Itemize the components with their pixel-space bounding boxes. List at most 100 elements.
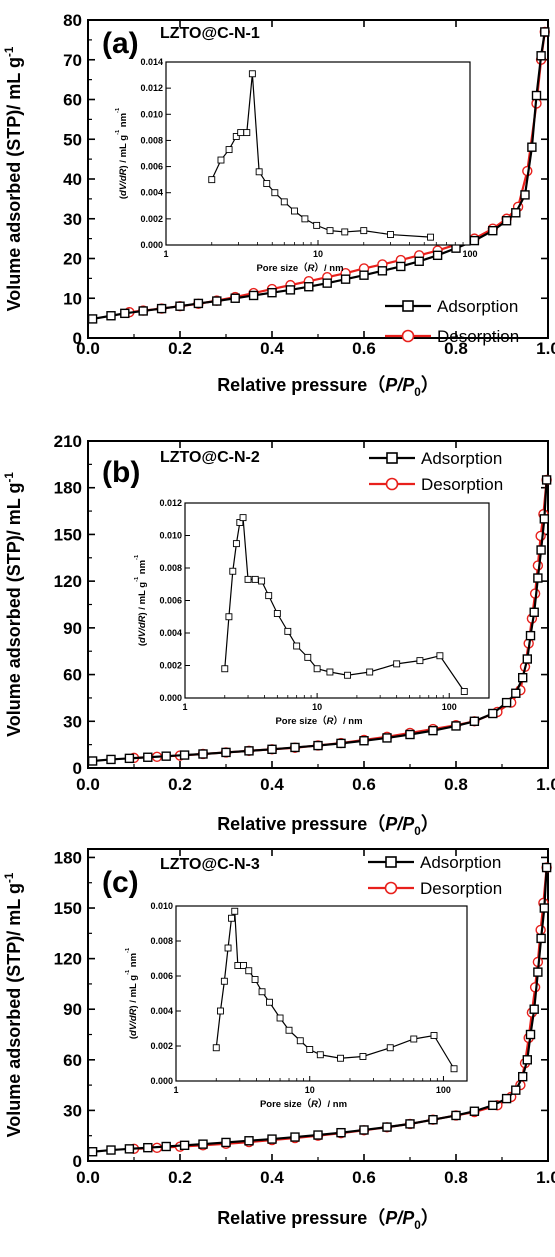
data-point-adsorption	[536, 51, 546, 61]
inset-x-tick-label: 1	[173, 1085, 178, 1095]
x-tick-label: 1.0	[536, 775, 555, 794]
inset-data-point	[224, 944, 232, 952]
legend-label: Adsorption	[437, 297, 518, 316]
x-tick-label: 0.8	[444, 339, 468, 358]
y-tick-label: 150	[54, 525, 82, 544]
data-point-adsorption	[529, 1004, 539, 1014]
data-point-adsorption	[529, 607, 539, 617]
y-tick-label: 210	[54, 432, 82, 451]
data-point-adsorption	[382, 733, 392, 743]
data-point-adsorption	[313, 1130, 323, 1140]
data-point-adsorption	[488, 1100, 498, 1111]
inset-y-tick-label: 0.010	[159, 531, 182, 541]
panel-letter: (a)	[102, 27, 139, 60]
inset-data-point	[229, 567, 237, 575]
data-point-adsorption	[432, 250, 443, 261]
inset-data-point	[231, 907, 239, 915]
data-point-adsorption	[143, 752, 153, 762]
data-point-adsorption	[469, 1106, 480, 1116]
x-tick-label: 0.6	[352, 1168, 376, 1187]
data-point-adsorption	[198, 749, 208, 759]
inset-data-point	[237, 129, 245, 137]
data-point-adsorption	[267, 744, 277, 755]
inset-data-point	[258, 988, 266, 996]
inset-data-point	[255, 168, 263, 176]
data-point-adsorption	[106, 1145, 116, 1155]
inset-data-point	[265, 592, 273, 600]
inset-data-point	[296, 1037, 304, 1045]
data-point-adsorption	[488, 225, 498, 236]
y-axis-title: Volume adsorbed (STP)/ mL g-1	[3, 46, 24, 311]
data-point-adsorption	[531, 90, 542, 101]
y-tick-label: 80	[63, 11, 82, 30]
data-point-adsorption	[469, 235, 480, 246]
inset-x-axis-title: Pore size（R）/ nm	[256, 262, 343, 274]
data-point-adsorption	[539, 903, 550, 913]
data-point-adsorption	[518, 672, 528, 683]
inset-data-point	[258, 577, 266, 585]
data-point-adsorption	[359, 1125, 369, 1135]
data-point-adsorption	[405, 1119, 415, 1129]
x-axis-title: Relative pressure（P/P0）	[217, 1208, 439, 1232]
inset-y-tick-label: 0.008	[140, 135, 163, 145]
inset-y-axis-title: (dV/dR) / mL g-1 nm-1	[125, 948, 139, 1039]
y-tick-label: 180	[54, 479, 82, 498]
data-point-adsorption	[540, 27, 550, 37]
inset-data-point	[271, 189, 279, 197]
inset-y-tick-label: 0.010	[150, 901, 173, 911]
data-point-adsorption	[179, 1140, 190, 1151]
data-point-adsorption	[221, 747, 231, 758]
legend-label: Desorption	[420, 879, 502, 898]
legend-label: Desorption	[437, 327, 519, 346]
panel-sample-name: LZTO@C-N-1	[160, 25, 260, 42]
inset-data-point	[416, 657, 424, 665]
inset-y-tick-label: 0.004	[140, 188, 163, 198]
inset-data-point	[244, 575, 252, 583]
data-point-adsorption	[87, 756, 98, 766]
data-point-adsorption	[501, 216, 512, 226]
inset-chart: 1 10 100 0.000 0.002 0.004 0.006 0.008 0.010 0.01…	[115, 57, 478, 274]
data-point-adsorption	[313, 740, 323, 751]
panel-letter: (c)	[102, 866, 139, 899]
inset-x-tick-label: 1	[182, 702, 187, 712]
y-tick-label: 60	[63, 91, 82, 110]
inset-data-point	[263, 180, 271, 188]
inset-y-tick-label: 0.002	[159, 661, 182, 671]
inset-x-tick-label: 100	[462, 249, 477, 259]
inset-data-point	[280, 198, 288, 206]
data-point-adsorption	[522, 1055, 532, 1065]
inset-data-point	[217, 156, 225, 164]
inset-data-point	[430, 1032, 438, 1039]
data-point-adsorption	[536, 545, 546, 555]
inset-data-point	[225, 613, 233, 621]
data-point-adsorption	[428, 1114, 438, 1125]
inset-frame	[184, 502, 490, 699]
data-point-adsorption	[414, 256, 424, 266]
data-point-adsorption	[451, 1110, 461, 1121]
legend-marker-square	[386, 452, 398, 464]
inset-x-tick-label: 10	[313, 249, 323, 259]
inset-data-point	[360, 227, 368, 235]
data-point-adsorption	[161, 751, 171, 761]
data-point-adsorption	[124, 1144, 135, 1154]
inset-data-point	[337, 1054, 344, 1062]
data-point-adsorption	[230, 293, 240, 303]
panel-sample-name: LZTO@C-N-3	[160, 856, 260, 873]
inset-data-point	[427, 233, 434, 241]
inset-chart: 1 10 100 0.000 0.002 0.004 0.006 0.008 0.010 Pore…	[125, 901, 468, 1110]
inset-y-tick-label: 0.010	[140, 109, 163, 119]
data-point-adsorption	[501, 1093, 512, 1104]
inset-data-point	[316, 1051, 324, 1059]
x-tick-label: 0.0	[76, 1168, 100, 1187]
y-tick-label: 30	[63, 210, 82, 229]
data-point-adsorption	[336, 1127, 346, 1138]
inset-data-point	[273, 610, 281, 617]
data-point-adsorption	[124, 753, 135, 764]
x-tick-label: 0.8	[444, 1168, 468, 1187]
y-tick-label: 30	[63, 1101, 82, 1120]
data-point-adsorption	[527, 142, 537, 152]
data-point-adsorption	[511, 1085, 521, 1095]
data-point-adsorption	[520, 190, 530, 200]
data-point-adsorption	[533, 967, 543, 977]
inset-data-point	[240, 962, 248, 969]
